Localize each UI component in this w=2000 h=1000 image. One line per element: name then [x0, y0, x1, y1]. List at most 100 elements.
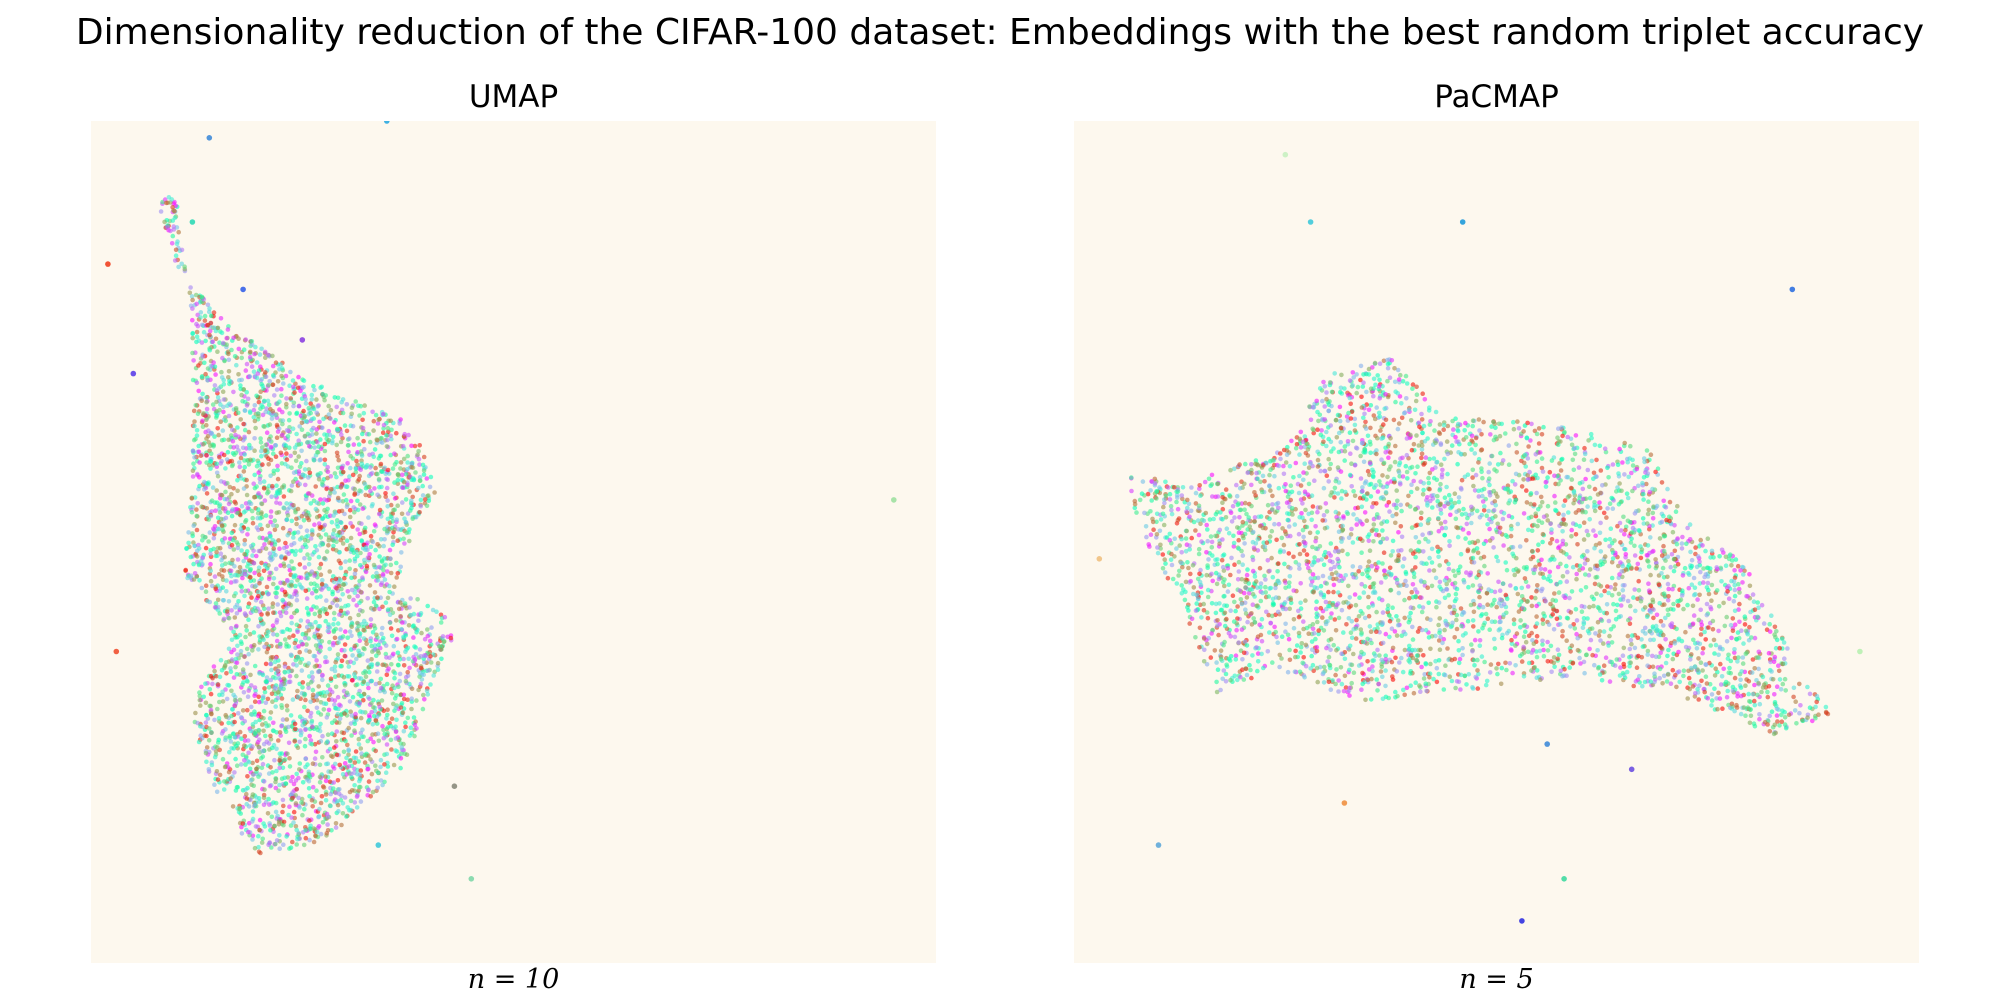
scatter-point [235, 557, 241, 562]
scatter-point [208, 459, 213, 464]
scatter-point [1639, 637, 1644, 642]
scatter-point [246, 429, 252, 435]
scatter-point [1186, 608, 1191, 613]
scatter-point [1747, 699, 1752, 704]
scatter-point [194, 301, 199, 307]
scatter-point [394, 717, 399, 723]
scatter-point [287, 804, 292, 809]
scatter-point [215, 515, 221, 521]
scatter-point [1681, 673, 1686, 679]
scatter-point [170, 204, 175, 210]
scatter-point [1400, 564, 1406, 569]
scatter-point [220, 355, 225, 361]
scatter-point [238, 762, 244, 767]
scatter-point [1345, 439, 1351, 444]
scatter-point [1628, 443, 1633, 449]
scatter-point [268, 473, 273, 479]
scatter-point [1794, 721, 1799, 726]
scatter-point [401, 692, 407, 698]
scatter-point [332, 616, 337, 622]
scatter-point [242, 734, 248, 739]
scatter-point [215, 777, 221, 782]
scatter-point [1354, 446, 1360, 451]
scatter-point [344, 755, 349, 761]
scatter-point [1188, 571, 1193, 577]
scatter-point [373, 681, 379, 687]
scatter-point [357, 634, 363, 639]
scatter-point [405, 460, 410, 465]
scatter-point [261, 386, 266, 392]
scatter-point [1644, 481, 1649, 487]
scatter-point [1193, 528, 1198, 533]
scatter-point [1562, 498, 1568, 503]
scatter-point [368, 662, 373, 668]
scatter-point [1321, 670, 1326, 675]
scatter-point [365, 596, 371, 601]
scatter-point [207, 703, 212, 709]
scatter-point [1759, 689, 1764, 695]
scatter-point [369, 470, 375, 476]
scatter-point [284, 428, 290, 433]
scatter-point [1525, 456, 1531, 461]
scatter-point [355, 793, 360, 798]
scatter-point [352, 783, 357, 788]
scatter-point [305, 533, 311, 539]
scatter-point [336, 530, 342, 535]
scatter-point [1591, 528, 1596, 533]
scatter-point [228, 669, 234, 674]
scatter-point [318, 457, 323, 462]
scatter-point [302, 704, 307, 710]
scatter-point [414, 726, 419, 731]
scatter-point [300, 680, 306, 685]
scatter-point [407, 605, 412, 610]
scatter-point [296, 469, 302, 474]
scatter-point [1534, 490, 1539, 496]
scatter-point [193, 710, 198, 716]
scatter-point [412, 657, 418, 662]
scatter-point [1438, 462, 1444, 468]
scatter-point [358, 799, 364, 804]
scatter-point [291, 820, 296, 825]
scatter-point [269, 416, 275, 421]
scatter-point [402, 541, 407, 546]
scatter-point [346, 449, 351, 455]
scatter-point [217, 692, 222, 698]
scatter-point [1609, 559, 1615, 565]
scatter-point [336, 640, 341, 645]
scatter-point [292, 591, 297, 597]
scatter-point [397, 657, 403, 662]
scatter-point [296, 830, 301, 836]
scatter-point [273, 413, 278, 418]
scatter-point [417, 462, 422, 467]
scatter-point [169, 241, 175, 246]
scatter-point [405, 673, 411, 679]
scatter-point [276, 510, 282, 515]
scatter-point [329, 487, 334, 492]
scatter-point [272, 675, 278, 681]
scatter-point [421, 454, 427, 460]
scatter-point [393, 724, 398, 729]
scatter-point [238, 417, 243, 422]
scatter-point [241, 558, 246, 564]
scatter-point [296, 438, 301, 444]
scatter-point [274, 500, 279, 505]
scatter-point [214, 488, 219, 493]
scatter-point [1563, 542, 1569, 547]
outlier-point [451, 783, 458, 789]
scatter-point [252, 472, 257, 478]
scatter-point [332, 490, 337, 495]
scatter-point [287, 627, 293, 633]
scatter-point [252, 351, 257, 357]
scatter-point [329, 520, 335, 525]
scatter-point [248, 349, 253, 355]
scatter-point [1366, 605, 1371, 610]
scatter-point [229, 491, 234, 497]
scatter-point [196, 546, 202, 551]
scatter-point [388, 570, 394, 576]
scatter-point [371, 529, 377, 534]
scatter-point [259, 381, 264, 387]
scatter-point [1541, 653, 1547, 659]
scatter-point [291, 479, 296, 485]
scatter-point [1234, 482, 1239, 488]
scatter-point [1253, 458, 1259, 463]
